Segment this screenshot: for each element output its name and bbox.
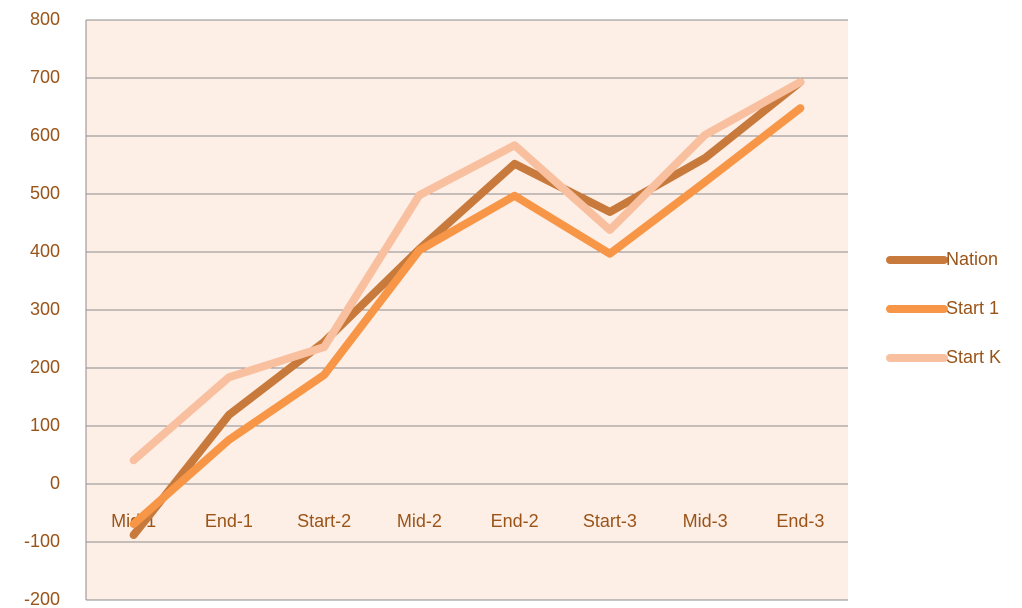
y-tick-label: 500 <box>30 183 60 203</box>
y-tick-label: 0 <box>50 473 60 493</box>
x-tick-label: Mid-3 <box>683 511 728 531</box>
series-line <box>129 78 805 540</box>
y-tick-label: 200 <box>30 357 60 377</box>
series-line <box>129 78 805 465</box>
y-tick-label: -100 <box>24 531 60 551</box>
x-tick-label: Start-2 <box>297 511 351 531</box>
x-tick-label: Start-3 <box>583 511 637 531</box>
y-tick-label: 400 <box>30 241 60 261</box>
x-tick-label: End-1 <box>205 511 253 531</box>
legend-label: Start K <box>946 347 1001 367</box>
legend-label: Nation <box>946 249 998 269</box>
series-line <box>129 104 805 529</box>
y-tick-label: 700 <box>30 67 60 87</box>
y-tick-label: 300 <box>30 299 60 319</box>
legend-label: Start 1 <box>946 298 999 318</box>
x-tick-label: Mid-2 <box>397 511 442 531</box>
y-tick-label: 800 <box>30 9 60 29</box>
y-tick-label: -200 <box>24 589 60 608</box>
y-tick-label: 100 <box>30 415 60 435</box>
y-tick-label: 600 <box>30 125 60 145</box>
x-tick-label: End-2 <box>491 511 539 531</box>
x-tick-label: End-3 <box>776 511 824 531</box>
